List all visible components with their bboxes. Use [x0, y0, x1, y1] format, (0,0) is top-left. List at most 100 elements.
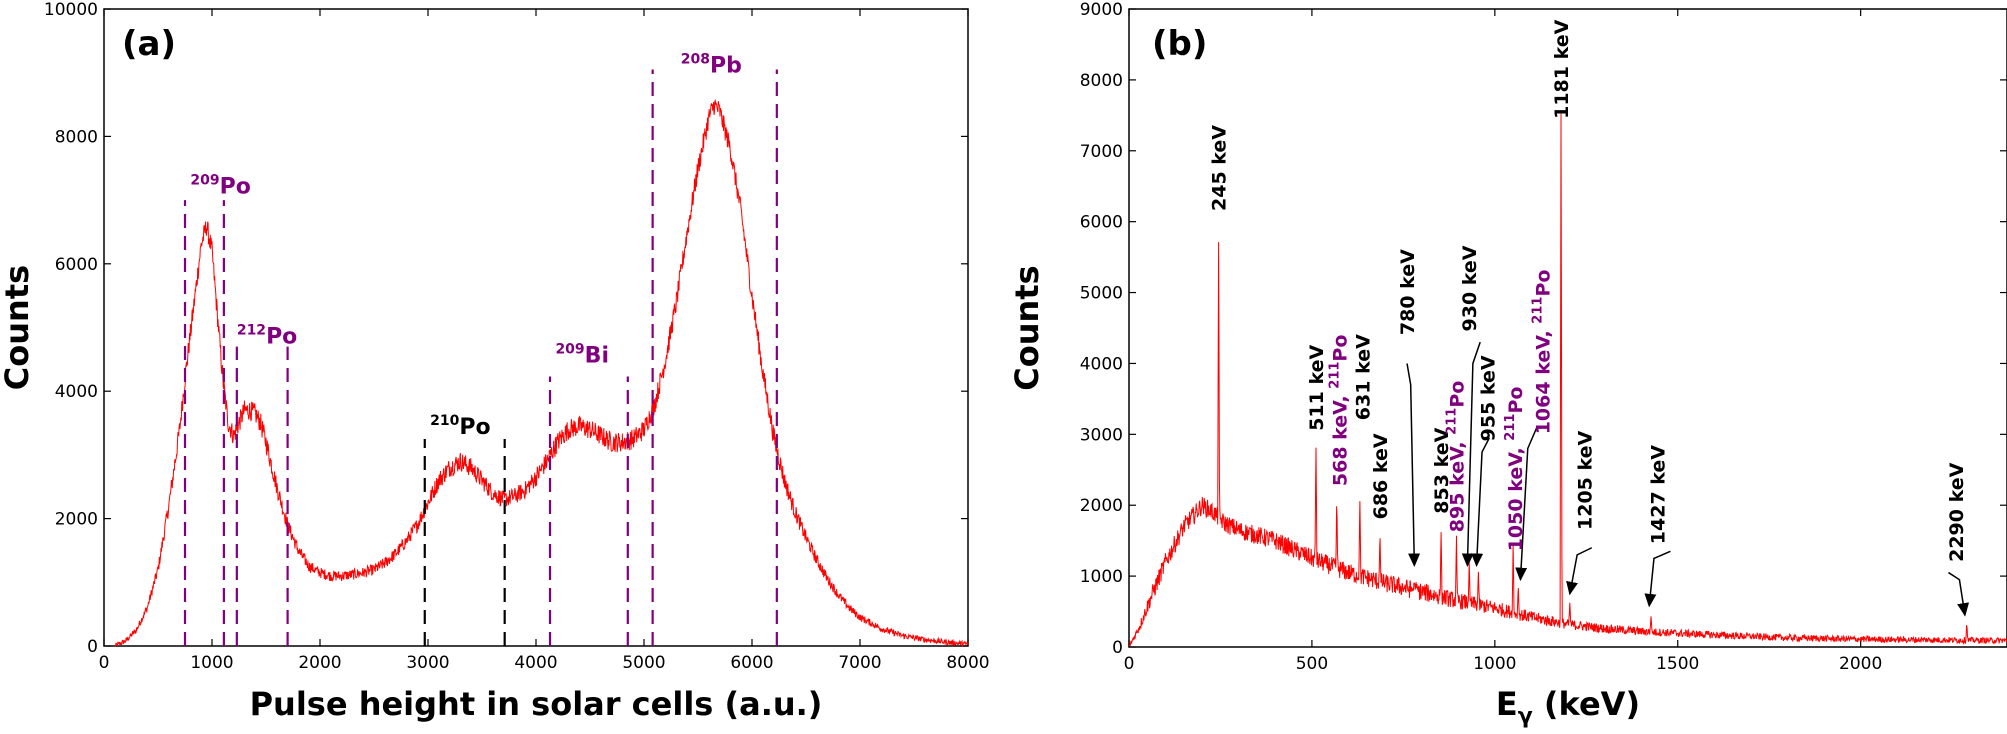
b-x-tick-label: 2000: [1839, 654, 1882, 674]
peak-energy-text: 1050 keV,: [1505, 441, 1527, 552]
x-label-subscript: γ: [1518, 704, 1533, 729]
peak-energy-text: 511 keV: [1306, 345, 1328, 431]
b-arrow: [1644, 550, 1671, 608]
peak-energy-text: 853 keV: [1431, 427, 1453, 513]
b-peak-label: 1181 keV: [1551, 19, 1573, 119]
panel-a: 0 1000 2000 3000 4000 5000 6000 7000 8000 0 2000 40…: [0, 0, 990, 723]
peak-energy-text: 895 keV,: [1446, 435, 1468, 532]
a-x-tick-label: 5000: [622, 653, 665, 673]
a-peak-label: 209Po: [190, 173, 250, 200]
b-x-tick-label: 0: [1124, 654, 1135, 674]
a-y-tick-label: 0: [87, 637, 98, 657]
b-x-tick-label: 1500: [1656, 654, 1699, 674]
b-y-tick-label: 8000: [1080, 71, 1123, 91]
a-spectrum-line: [114, 99, 969, 648]
peak-energy-text: 955 keV: [1478, 355, 1500, 441]
a-y-tick-label: 4000: [55, 382, 98, 402]
b-arrow: [1566, 547, 1593, 596]
peak-energy-text: 1064 keV,: [1532, 324, 1554, 435]
b-peak-label: 853 keV: [1431, 427, 1453, 513]
peak-energy-text: 1205 keV: [1575, 430, 1597, 530]
b-peak-label: 511 keV: [1306, 345, 1328, 431]
a-x-tick-label: 1000: [190, 653, 233, 673]
b-peak-label: 2290 keV: [1946, 462, 1968, 562]
a-x-tick-label: 0: [99, 653, 110, 673]
b-arrow: [1406, 363, 1421, 567]
peak-energy-text: 1181 keV: [1551, 19, 1573, 119]
b-y-tick-label: 0: [1112, 638, 1123, 658]
b-y-tick-label: 2000: [1080, 496, 1123, 516]
isotope-symbol: Po: [459, 415, 490, 440]
x-label-symbol: E: [1496, 685, 1518, 723]
isotope-mass-number: 211: [1327, 362, 1342, 389]
peak-energy-text: 631 keV: [1352, 334, 1374, 420]
isotope-symbol: Pb: [710, 54, 742, 79]
b-y-tick-label: 9000: [1080, 0, 1123, 20]
b-peak-label: 686 keV: [1370, 433, 1392, 519]
a-panel-label: (a): [122, 24, 176, 64]
isotope-symbol: Po: [1505, 387, 1527, 414]
a-x-tick-label: 4000: [514, 653, 557, 673]
a-plot-frame: [103, 8, 969, 647]
b-x-tick-label: 500: [1296, 654, 1328, 674]
isotope-symbol: Po: [1532, 270, 1554, 297]
isotope-mass-number: 211: [1530, 297, 1545, 324]
x-label-unit: (keV): [1533, 685, 1640, 723]
isotope-mass-number: 211: [1444, 408, 1459, 435]
b-panel-label: (b): [1152, 24, 1207, 64]
b-plot-frame: [1128, 8, 2007, 648]
b-peak-label: 1064 keV, 211Po: [1530, 270, 1554, 435]
peak-energy-text: 1427 keV: [1648, 445, 1670, 545]
a-y-tick-label: 8000: [55, 127, 98, 147]
isotope-symbol: Bi: [585, 344, 609, 369]
b-peak-label: 930 keV: [1459, 245, 1481, 331]
isotope-mass-number: 209: [555, 342, 584, 358]
b-y-tick-label: 7000: [1080, 142, 1123, 162]
peak-energy-text: 780 keV: [1397, 249, 1419, 335]
a-x-tick-label: 8000: [946, 653, 989, 673]
a-x-tick-label: 7000: [838, 653, 881, 673]
b-peak-label: 631 keV: [1352, 334, 1374, 420]
a-peak-label: 209Bi: [555, 342, 609, 369]
a-peak-label: 212Po: [237, 322, 297, 349]
b-x-axis-label: Eγ (keV): [1496, 685, 1640, 729]
isotope-mass-number: 212: [237, 322, 266, 338]
b-y-tick-label: 3000: [1080, 425, 1123, 445]
a-x-tick-label: 6000: [730, 653, 773, 673]
a-x-axis-label: Pulse height in solar cells (a.u.): [250, 685, 823, 723]
b-y-tick-label: 4000: [1080, 354, 1123, 374]
isotope-symbol: Po: [266, 324, 297, 349]
b-peak-label: 1205 keV: [1575, 430, 1597, 530]
b-y-tick-label: 5000: [1080, 284, 1123, 304]
b-x-tick-label: 1000: [1473, 654, 1516, 674]
a-y-tick-label: 10000: [44, 0, 98, 20]
b-y-axis-label: Counts: [1008, 265, 1046, 390]
isotope-symbol: Po: [220, 175, 251, 200]
isotope-mass-number: 211: [1503, 414, 1518, 441]
b-arrow: [1515, 426, 1538, 582]
a-x-tick-label: 2000: [298, 653, 341, 673]
isotope-mass-number: 209: [190, 173, 219, 189]
a-peak-label: 208Pb: [681, 52, 742, 79]
b-peak-label: 780 keV: [1397, 249, 1419, 335]
b-peak-label: 1050 keV, 211Po: [1503, 387, 1527, 552]
b-spectrum-line: [1128, 113, 2007, 647]
isotope-mass-number: 210: [430, 413, 459, 429]
a-x-tick-label: 3000: [406, 653, 449, 673]
isotope-symbol: Po: [1329, 335, 1351, 362]
b-peak-label: 1427 keV: [1648, 445, 1670, 545]
b-y-tick-label: 1000: [1080, 567, 1123, 587]
b-peak-label: 955 keV: [1478, 355, 1500, 441]
b-arrow: [1471, 437, 1491, 567]
a-y-axis-label: Counts: [0, 265, 36, 390]
a-y-tick-label: 2000: [55, 510, 98, 530]
b-peak-label: 895 keV, 211Po: [1444, 381, 1468, 533]
peak-energy-text: 686 keV: [1370, 433, 1392, 519]
b-peak-label: 568 keV, 211Po: [1327, 335, 1351, 487]
peak-energy-text: 245 keV: [1209, 125, 1231, 211]
b-arrow: [1948, 571, 1970, 617]
b-arrow: [1461, 341, 1481, 567]
isotope-mass-number: 208: [681, 52, 710, 68]
b-y-tick-label: 6000: [1080, 213, 1123, 233]
